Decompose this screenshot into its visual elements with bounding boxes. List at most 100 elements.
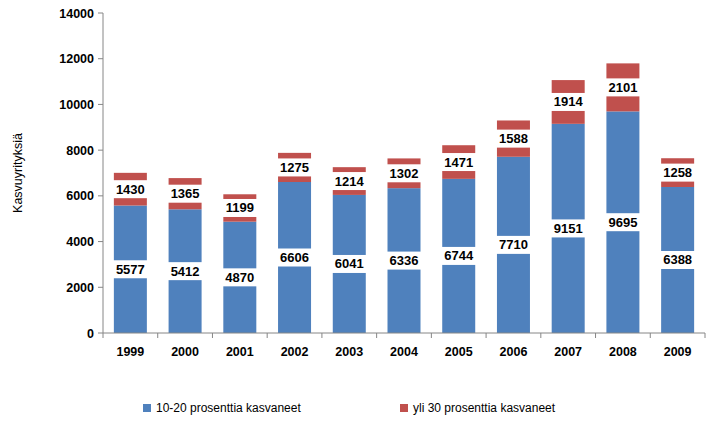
data-label: 6041 <box>335 256 364 271</box>
data-label-bg <box>111 260 150 278</box>
bar-segment <box>278 153 311 182</box>
chart-container: 02000400060008000100001200014000Kasvuyri… <box>0 0 710 422</box>
x-tick <box>157 333 158 338</box>
data-label-bg <box>275 158 314 176</box>
legend-swatch <box>143 404 151 412</box>
bar-segment <box>114 173 147 206</box>
y-tick-label: 2000 <box>66 281 94 295</box>
x-tick <box>650 333 651 338</box>
data-label: 1214 <box>335 174 365 189</box>
x-tick-label: 2004 <box>390 345 418 359</box>
y-tick-label: 12000 <box>59 52 94 66</box>
data-label: 6606 <box>280 250 309 265</box>
y-tick <box>98 104 103 105</box>
bar-segment <box>552 124 585 333</box>
data-label-bg <box>549 219 588 237</box>
legend-label: yli 30 prosenttia kasvaneet <box>413 401 556 415</box>
bar-segment <box>442 145 475 179</box>
data-label-bg <box>549 93 588 111</box>
bar-segment <box>169 209 202 333</box>
data-label-bg <box>330 172 369 190</box>
x-tick-label: 1999 <box>116 345 144 359</box>
bar-segment <box>333 195 366 333</box>
x-tick-label: 2006 <box>500 345 528 359</box>
bars <box>114 63 694 333</box>
y-tick-label: 0 <box>87 327 94 341</box>
bar-segment <box>114 206 147 333</box>
x-tick <box>705 333 706 338</box>
data-label-bg <box>494 236 533 254</box>
data-label-bg <box>165 262 204 280</box>
data-label: 1258 <box>663 165 692 180</box>
x-tick-label: 2008 <box>609 345 637 359</box>
bar-segment <box>442 179 475 333</box>
x-tick <box>103 333 104 338</box>
y-tick-label: 14000 <box>59 7 94 21</box>
bar-segment <box>661 158 694 187</box>
data-label: 9695 <box>608 215 637 230</box>
data-label-bg <box>220 199 259 217</box>
bar-segment <box>388 188 421 333</box>
data-label-bg <box>603 213 642 231</box>
bar-segment <box>223 222 256 333</box>
data-label: 4870 <box>225 270 254 285</box>
data-label-bg <box>439 153 478 171</box>
bar-segment <box>552 80 585 124</box>
data-label: 1365 <box>171 186 200 201</box>
data-label-bg <box>384 164 423 182</box>
data-label: 1588 <box>499 131 528 146</box>
x-tick-label: 2009 <box>664 345 692 359</box>
x-tick <box>595 333 596 338</box>
x-tick-label: 2007 <box>554 345 582 359</box>
y-tick <box>98 13 103 14</box>
x-tick <box>376 333 377 338</box>
data-label-bg <box>439 247 478 265</box>
chart-svg: 02000400060008000100001200014000Kasvuyri… <box>0 0 710 422</box>
x-tick-label: 2005 <box>445 345 473 359</box>
y-tick-label: 8000 <box>66 144 94 158</box>
x-tick <box>321 333 322 338</box>
y-tick-label: 4000 <box>66 235 94 249</box>
y-tick <box>98 241 103 242</box>
data-label-bg <box>330 255 369 273</box>
data-label-bg <box>494 130 533 148</box>
bar-segment <box>606 111 639 333</box>
y-tick <box>98 150 103 151</box>
data-label-bg <box>658 164 697 182</box>
data-label: 1471 <box>444 155 473 170</box>
data-label-bg <box>111 180 150 198</box>
x-axis-line <box>103 333 705 334</box>
data-label: 1302 <box>390 166 419 181</box>
data-label: 5577 <box>116 262 145 277</box>
data-label: 2101 <box>608 80 637 95</box>
x-tick <box>540 333 541 338</box>
data-label: 1275 <box>280 160 309 175</box>
bar-segment <box>169 178 202 209</box>
bar-segment <box>661 187 694 333</box>
bar-segment <box>278 182 311 333</box>
y-tick <box>98 287 103 288</box>
bar-segment <box>333 167 366 195</box>
data-label-bg <box>603 78 642 96</box>
bar-segment <box>497 120 530 156</box>
bar-segment <box>223 194 256 221</box>
data-label: 6744 <box>444 248 474 263</box>
legend-swatch <box>400 404 408 412</box>
data-label: 6388 <box>663 252 692 267</box>
y-tick-label: 10000 <box>59 98 94 112</box>
x-tick <box>431 333 432 338</box>
data-label: 5412 <box>171 264 200 279</box>
x-tick <box>486 333 487 338</box>
y-tick <box>98 333 103 334</box>
x-tick-label: 2000 <box>171 345 199 359</box>
bar-segment <box>497 157 530 333</box>
x-tick <box>212 333 213 338</box>
bar-segment <box>388 158 421 188</box>
data-label-bg <box>165 185 204 203</box>
x-tick-label: 2001 <box>226 345 254 359</box>
data-label: 7710 <box>499 237 528 252</box>
x-tick <box>267 333 268 338</box>
data-label: 1914 <box>554 94 584 109</box>
x-tick-label: 2002 <box>281 345 309 359</box>
data-label: 9151 <box>554 221 583 236</box>
